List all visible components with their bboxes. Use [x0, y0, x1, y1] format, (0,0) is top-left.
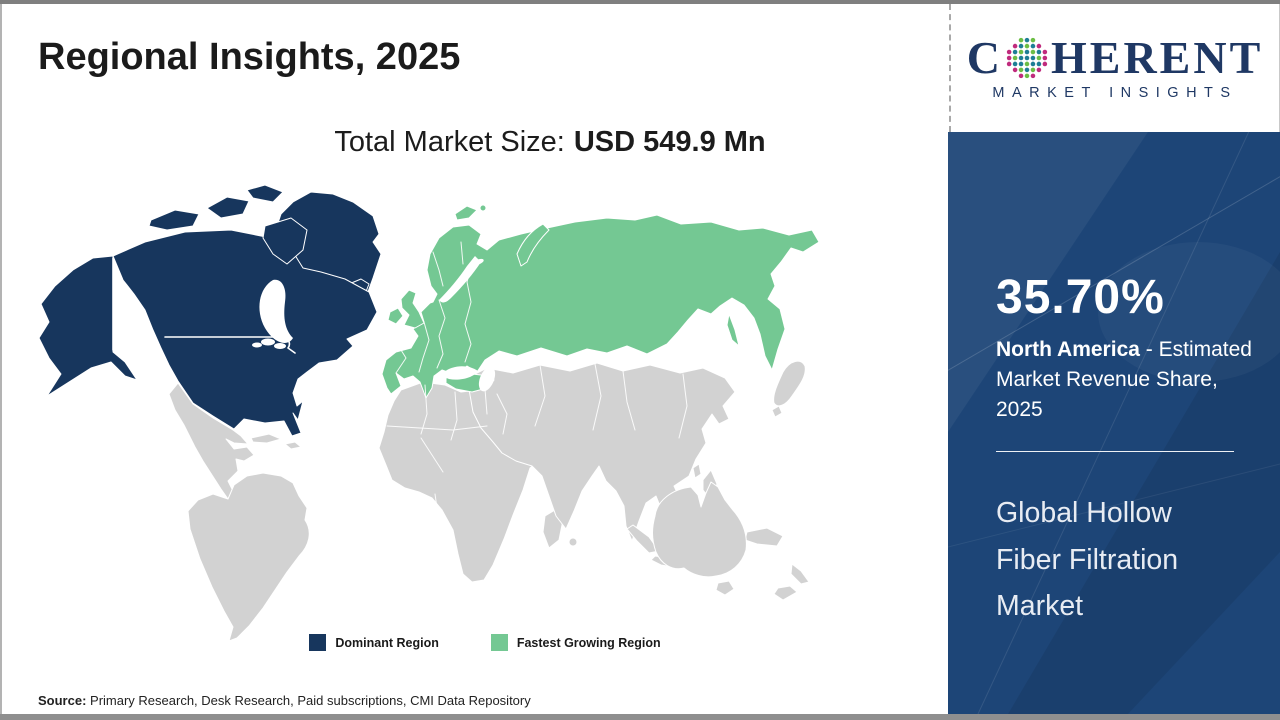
- fastest-growing-region-swatch-icon: [490, 634, 508, 651]
- source-line: Source: Primary Research, Desk Research,…: [38, 693, 531, 708]
- coherent-logo: C HERENT: [967, 35, 1264, 81]
- source-label: Source:: [38, 693, 87, 708]
- map-legend: Dominant Region Fastest Growing Region: [35, 634, 935, 651]
- total-market-size-value: USD 549.9 Mn: [573, 126, 766, 158]
- logo-word-end: HERENT: [1050, 32, 1264, 83]
- frame-bottom-bar: [0, 714, 1280, 720]
- region-south-america: [187, 472, 310, 642]
- highlight-sidebar: 35.70% North America - Estimated Market …: [948, 132, 1280, 714]
- region-uk: [400, 289, 425, 329]
- coherent-logo-globe-icon: [1006, 37, 1048, 79]
- region-canada-usa: [112, 229, 378, 437]
- fastest-growing-region-label: Fastest Growing Region: [516, 635, 661, 650]
- sidebar-divider: [996, 451, 1234, 453]
- world-map-svg: [38, 184, 820, 642]
- world-map: [35, 182, 935, 642]
- dominant-region-label: Dominant Region: [335, 635, 439, 650]
- legend-item-growing: Fastest Growing Region: [490, 634, 661, 651]
- sidebar-content: 35.70% North America - Estimated Market …: [948, 132, 1280, 629]
- market-share-description: North America - Estimated Market Revenue…: [996, 335, 1262, 424]
- region-japan: [773, 360, 806, 407]
- dominant-region-swatch-icon: [309, 634, 327, 651]
- page-title: Regional Insights, 2025: [38, 36, 461, 78]
- source-text: Primary Research, Desk Research, Paid su…: [90, 693, 531, 708]
- border-usa-canada: [164, 336, 296, 354]
- region-north-america: [38, 184, 382, 437]
- market-share-region: North America: [996, 338, 1140, 361]
- coherent-logo-panel: C HERENT MARKET INSIGHTS: [949, 4, 1279, 132]
- market-name: Global Hollow Fiber Filtration Market: [996, 497, 1179, 622]
- logo-word-start: C: [966, 32, 1003, 83]
- market-share-value: 35.70%: [996, 271, 1165, 324]
- region-australia: [652, 481, 747, 578]
- region-rest-of-world: [168, 360, 810, 642]
- logo-tagline: MARKET INSIGHTS: [992, 85, 1238, 101]
- sidebar-texture: [948, 132, 1280, 714]
- legend-item-dominant: Dominant Region: [309, 634, 439, 651]
- total-market-size: Total Market Size: USD 549.9 Mn: [115, 126, 985, 159]
- frame-top-bar: [0, 0, 1280, 4]
- total-market-size-label: Total Market Size:: [334, 126, 565, 158]
- region-mexico-central-america: [168, 382, 255, 500]
- market-share-desc-text: - Estimated Market Revenue Share, 2025: [996, 338, 1252, 421]
- frame-left-bar: [0, 4, 2, 714]
